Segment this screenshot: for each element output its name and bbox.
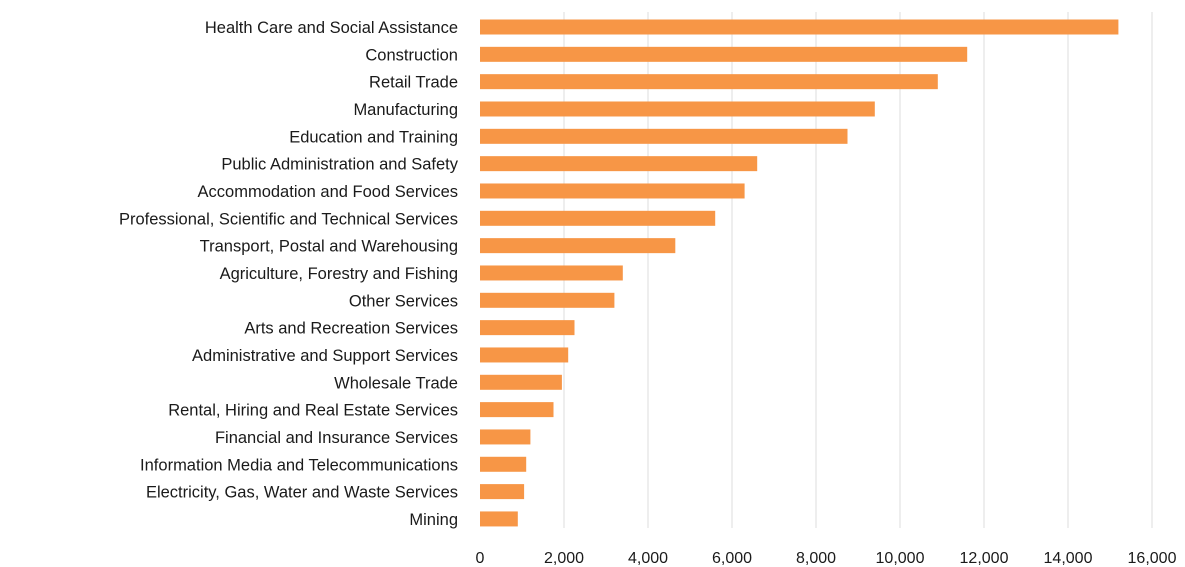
category-label: Arts and Recreation Services [244,320,458,338]
bar [480,19,1119,35]
category-label: Manufacturing [353,101,458,119]
category-label: Mining [409,511,458,529]
category-label: Financial and Insurance Services [215,429,458,447]
bar [480,101,875,117]
bars [480,19,1119,527]
x-tick-label: 2,000 [544,550,584,567]
bar [480,74,938,90]
category-label: Rental, Hiring and Real Estate Services [168,402,458,420]
category-label: Administrative and Support Services [192,347,458,365]
category-label: Electricity, Gas, Water and Waste Servic… [146,484,458,502]
x-tick-label: 10,000 [876,550,925,567]
category-label: Accommodation and Food Services [198,183,458,201]
bar [480,429,531,445]
bar [480,456,527,472]
bar [480,46,968,62]
bar [480,210,716,226]
x-tick-label: 12,000 [960,550,1009,567]
bar [480,402,554,418]
category-label: Wholesale Trade [334,374,458,392]
bar [480,484,525,500]
bar [480,347,569,363]
category-label: Other Services [349,292,458,310]
category-label: Construction [365,46,458,64]
category-labels: Health Care and Social Assistance Constru… [119,19,459,529]
category-label: Professional, Scientific and Technical S… [119,210,458,228]
category-label: Education and Training [289,128,458,146]
bar [480,292,615,308]
x-tick-label: 0 [476,550,485,567]
gridlines [563,12,1153,528]
category-label: Information Media and Telecommunications [140,456,458,474]
bar [480,265,623,281]
bar [480,156,758,172]
bar [480,511,518,527]
x-tick-label: 14,000 [1044,550,1093,567]
x-tick-label: 6,000 [712,550,752,567]
x-tick-label: 4,000 [628,550,668,567]
category-label: Health Care and Social Assistance [205,19,458,37]
bar [480,320,575,336]
bar [480,183,745,199]
bar [480,128,848,144]
category-label: Retail Trade [369,74,458,92]
category-label: Public Administration and Safety [221,156,458,174]
x-axis-tick-labels: 0 2,000 4,000 6,000 8,000 10,000 12,000 14,000 1… [476,550,1177,567]
bar [480,238,676,254]
category-label: Agriculture, Forestry and Fishing [220,265,458,283]
bar [480,374,562,390]
x-tick-label: 8,000 [796,550,836,567]
x-tick-label: 16,000 [1128,550,1177,567]
category-label: Transport, Postal and Warehousing [200,238,458,256]
